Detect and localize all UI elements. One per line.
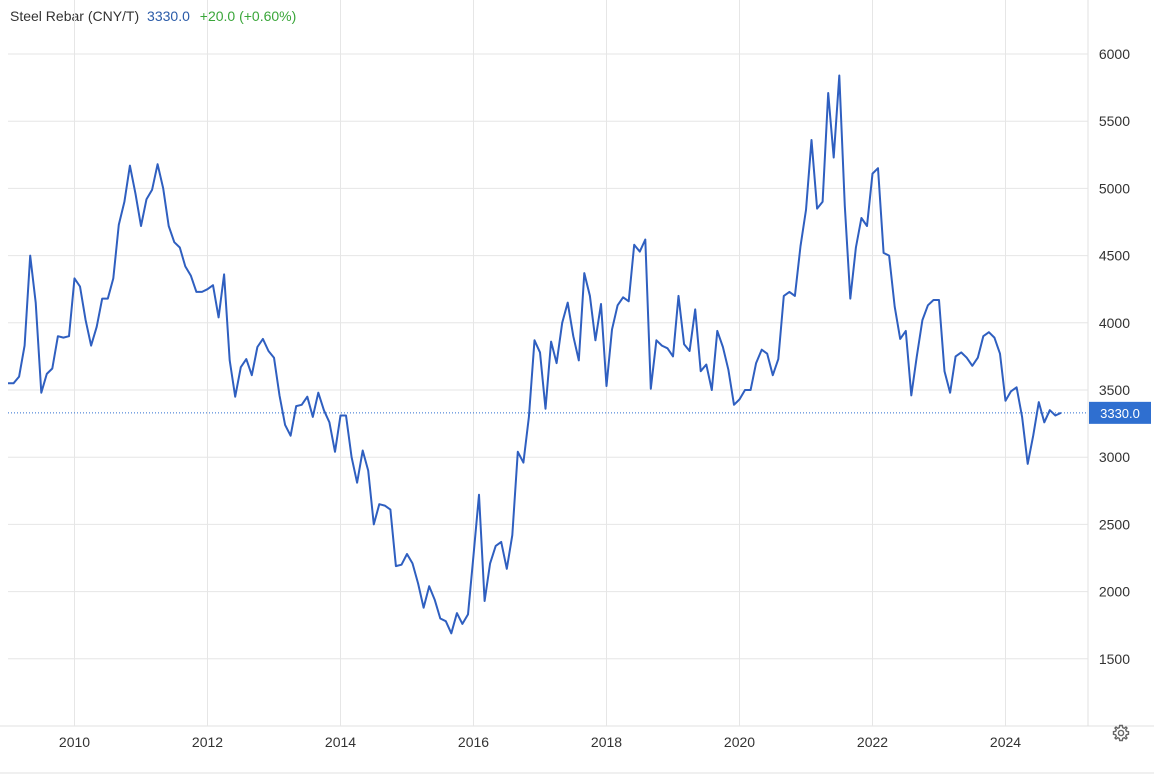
y-tick-label: 5000 bbox=[1099, 180, 1130, 196]
y-tick-label: 6000 bbox=[1099, 46, 1130, 62]
series-layer bbox=[8, 74, 1062, 635]
series-line-0 bbox=[8, 74, 1062, 635]
x-tick-label: 2022 bbox=[857, 734, 888, 750]
x-tick-label: 2014 bbox=[325, 734, 356, 750]
y-axis-ticks: 1500 2000 2500 3000 3500 4000 4500 5000 5500 6000 bbox=[1099, 46, 1130, 667]
y-tick-label: 2000 bbox=[1099, 584, 1130, 600]
last-value-layer: 3330.0 bbox=[8, 401, 1151, 424]
y-tick-label: 2500 bbox=[1099, 516, 1130, 532]
last-price: 3330.0 bbox=[147, 8, 190, 24]
last-value-label: 3330.0 bbox=[1100, 406, 1140, 421]
x-tick-label: 2020 bbox=[724, 734, 755, 750]
x-tick-label: 2024 bbox=[990, 734, 1021, 750]
x-tick-label: 2010 bbox=[59, 734, 90, 750]
y-tick-label: 5500 bbox=[1099, 113, 1130, 129]
y-tick-label: 1500 bbox=[1099, 651, 1130, 667]
price-change: +20.0 (+0.60%) bbox=[199, 8, 297, 24]
x-tick-label: 2016 bbox=[458, 734, 489, 750]
last-value-badge bbox=[1089, 401, 1151, 424]
x-axis-ticks: 2010 2012 2014 2016 2018 2020 2022 2024 bbox=[59, 734, 1021, 750]
y-tick-label: 3000 bbox=[1099, 449, 1130, 465]
y-tick-label: 4500 bbox=[1099, 248, 1130, 264]
x-tick-label: 2012 bbox=[192, 734, 223, 750]
y-tick-label: 3500 bbox=[1099, 382, 1130, 398]
y-tick-label: 4000 bbox=[1099, 315, 1130, 331]
gear-icon[interactable] bbox=[1111, 723, 1131, 743]
x-tick-label: 2018 bbox=[591, 734, 622, 750]
